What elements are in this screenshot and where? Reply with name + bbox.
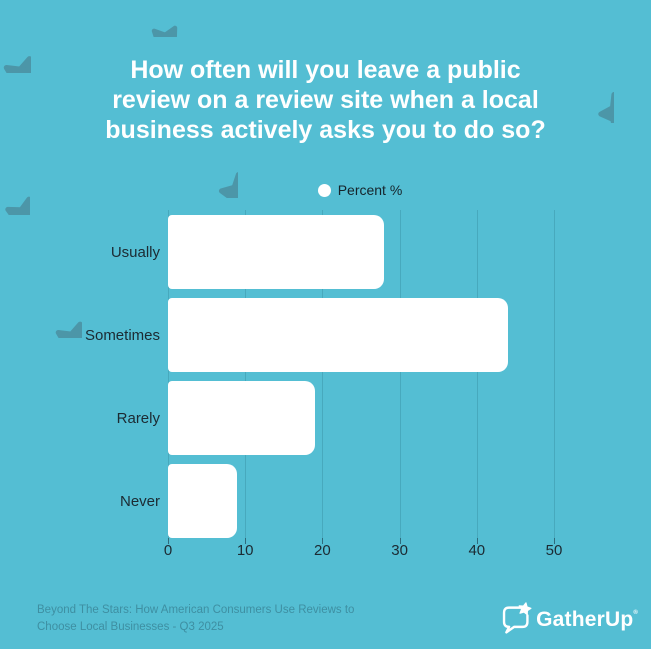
x-axis-tick-label: 50 xyxy=(545,542,563,559)
category-label: Sometimes xyxy=(84,327,160,344)
gridline xyxy=(322,210,324,538)
gridline xyxy=(245,210,247,538)
axis-tick xyxy=(399,538,401,544)
axis-tick xyxy=(245,538,247,544)
gatherup-bubble-star-icon xyxy=(502,602,532,634)
gridline xyxy=(168,210,169,538)
source-attribution-line: Choose Local Businesses - Q3 2025 xyxy=(37,621,224,633)
bar-never xyxy=(168,464,238,538)
logo-wordmark: GatherUp® xyxy=(536,608,638,631)
bar-rarely xyxy=(168,381,315,455)
bar-sometimes xyxy=(168,298,508,372)
x-axis-tick-label: 20 xyxy=(314,542,331,559)
gatherup-logo: GatherUp® xyxy=(499,602,638,638)
source-attribution: Beyond The Stars: How American Consumers… xyxy=(37,602,354,636)
chart-title-line: business actively asks you to do so? xyxy=(105,116,546,144)
category-label: Usually xyxy=(110,244,160,261)
chart-title-line: review on a review site when a local xyxy=(112,86,539,114)
legend: Percent % xyxy=(160,182,560,198)
category-label: Rarely xyxy=(116,410,160,427)
legend-marker-icon xyxy=(317,183,331,197)
x-axis-tick-label: 30 xyxy=(391,542,408,559)
gridline xyxy=(554,210,555,538)
x-axis-tick-label: 40 xyxy=(468,542,486,559)
gridline xyxy=(476,210,478,538)
legend-label: Percent % xyxy=(337,182,403,198)
axis-tick xyxy=(476,538,478,544)
axis-tick xyxy=(168,538,169,544)
axis-tick xyxy=(554,538,555,544)
gridline xyxy=(399,210,401,538)
axis-tick xyxy=(322,538,324,544)
bar-usually xyxy=(168,215,385,289)
source-attribution-line: Beyond The Stars: How American Consumers… xyxy=(37,604,355,616)
category-label: Never xyxy=(119,493,160,510)
registered-mark: ® xyxy=(633,610,638,616)
chart-title-line: How often will you leave a public xyxy=(130,56,521,84)
chart-title: How often will you leave a public review … xyxy=(0,55,651,145)
x-axis-tick-label: 0 xyxy=(163,542,173,559)
x-axis-tick-label: 10 xyxy=(236,542,254,559)
